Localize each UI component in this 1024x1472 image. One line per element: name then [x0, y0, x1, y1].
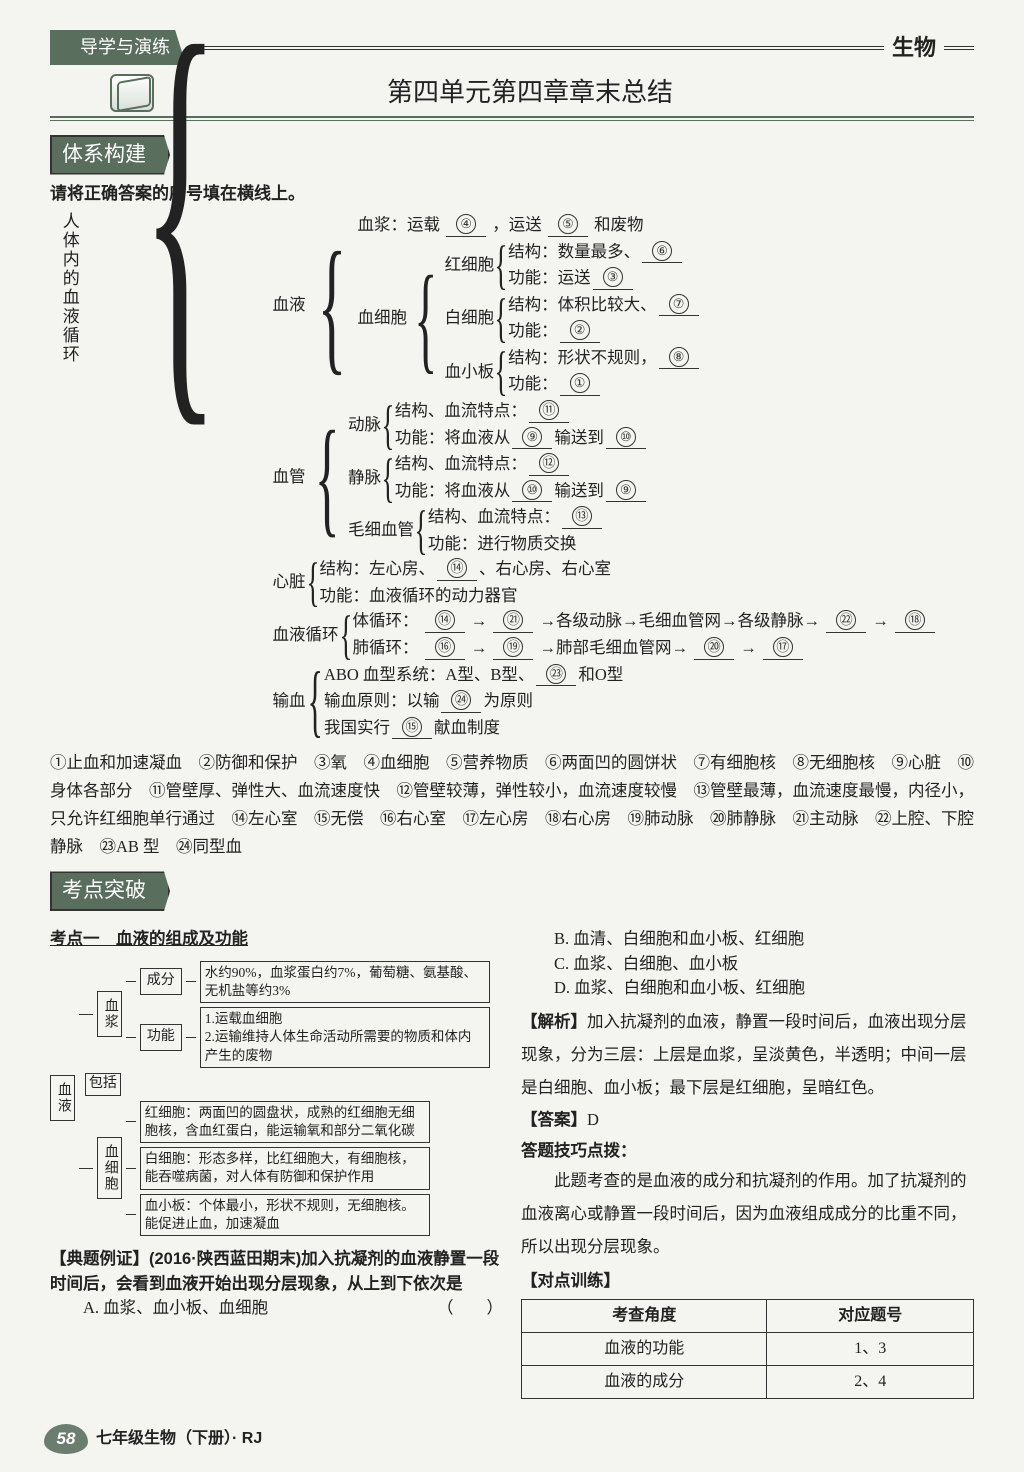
plasma-line: 血浆：运载 ④ ，运送 ⑤ 和废物	[358, 212, 701, 239]
brace-root: {	[142, 208, 219, 737]
table-row: 血液的功能1、3	[522, 1333, 974, 1366]
option-b: B. 血清、白细胞和血小板、红细胞	[554, 927, 974, 952]
systemic-loop: 体循环： ⑭ → ㉑ →各级动脉→毛细血管网→各级静脉→ ㉒ → ⑱	[352, 608, 936, 635]
branch-circulation: 血液循环	[273, 621, 339, 650]
footer: 58 七年级生物（下册）· RJ	[44, 1424, 262, 1454]
left-column: 考点一 血液的组成及功能 血液 血浆 成分水约90%，血浆蛋白约7%，葡萄糖、氨…	[50, 927, 503, 1400]
page-number: 58	[44, 1424, 88, 1454]
tree-root-label: 人体内的血液循环	[50, 212, 88, 741]
train-table: 考查角度对应题号 血液的功能1、3 血液的成分2、4	[521, 1299, 974, 1399]
branch-vessel: 血管	[273, 463, 306, 492]
right-column: B. 血清、白细胞和血小板、红细胞 C. 血浆、白细胞、血小板 D. 血浆、白细…	[521, 927, 974, 1400]
concept-tree: 人体内的血液循环 { 血液 { 血浆：运载 ④ ，运送 ⑤ 和废物 血细胞 {	[50, 212, 974, 741]
table-row: 血液的成分2、4	[522, 1366, 974, 1399]
section-banner-2: 考点突破	[50, 871, 170, 911]
answer: 【答案】D	[521, 1108, 974, 1133]
branch-blood: 血液	[273, 291, 306, 320]
kp1-heading: 考点一 血液的组成及功能	[50, 927, 503, 952]
footer-text: 七年级生物（下册）· RJ	[96, 1427, 262, 1451]
branch-heart: 心脏	[273, 568, 306, 597]
tip-text: 此题考查的是血液的成分和抗凝剂的作用。加了抗凝剂的血液离心或静置一段时间后，因为…	[521, 1164, 974, 1263]
option-c: C. 血浆、白细胞、血小板	[554, 952, 974, 977]
train-label: 【对点训练】	[521, 1269, 974, 1294]
blank-4: ④	[446, 210, 486, 237]
branch-cells: 血细胞	[358, 305, 408, 331]
answer-key: ①止血和加速凝血 ②防御和保护 ③氧 ④血细胞 ⑤营养物质 ⑥两面凹的圆饼状 ⑦…	[50, 749, 974, 861]
header-rule	[190, 46, 884, 50]
title-row: 第四单元第四章章末总结	[110, 73, 974, 112]
tip-label: 答题技巧点拨：	[521, 1139, 974, 1164]
subject-tag: 生物	[884, 31, 944, 64]
blood-diagram: 血液 血浆 成分水约90%，血浆蛋白约7%，葡萄糖、氨基酸、无机盐等约3% 功能…	[50, 960, 503, 1237]
example-stem: 【典题例证】(2016·陕西蓝田期末)加入抗凝剂的血液静置一段时间后，会看到血液…	[50, 1247, 503, 1297]
blank-5: ⑤	[548, 210, 588, 237]
page-title: 第四单元第四章章末总结	[166, 73, 894, 112]
branch-transfusion: 输血	[273, 687, 306, 716]
pulmonary-loop: 肺循环： ⑯ → ⑲ →肺部毛细血管网→ ⑳ → ⑰	[352, 635, 936, 662]
header-rule-end	[944, 46, 974, 50]
option-d: D. 血浆、白细胞和血小板、红细胞	[554, 976, 974, 1001]
explanation: 【解析】加入抗凝剂的血液，静置一段时间后，血液出现分层现象，分为三层：上层是血浆…	[521, 1005, 974, 1104]
table-row: 考查角度对应题号	[522, 1300, 974, 1333]
